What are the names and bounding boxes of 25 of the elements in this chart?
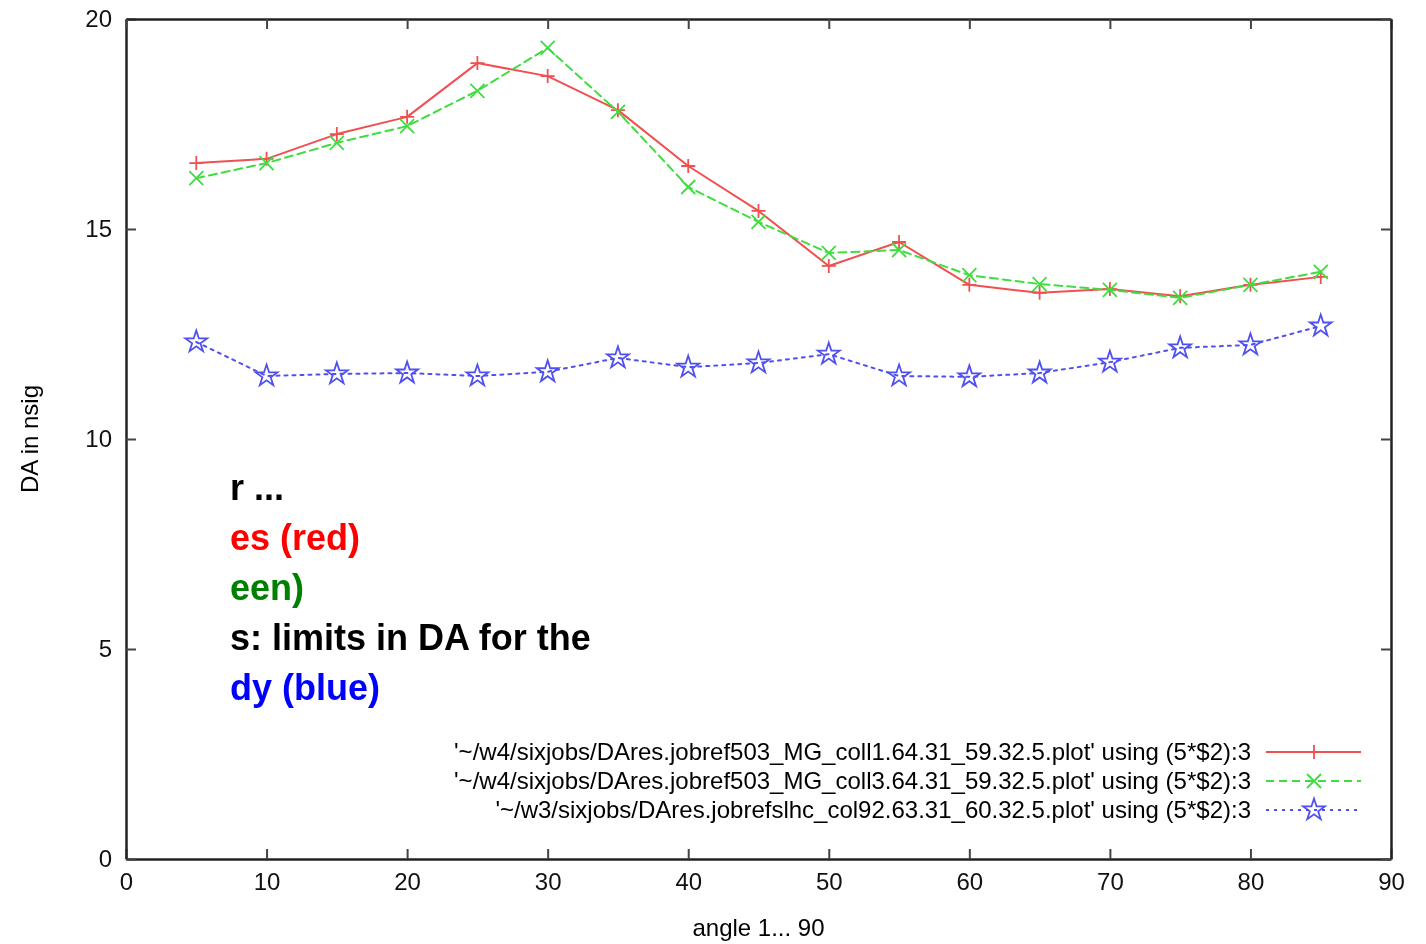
annotation: s: limits in DA for the	[230, 617, 591, 658]
annotation: een)	[230, 567, 305, 608]
annotation: dy (blue)	[230, 667, 380, 708]
x-tick-label: 70	[1097, 868, 1124, 896]
x-tick-label: 40	[675, 868, 703, 896]
legend-label: '~/w3/sixjobs/DAres.jobrefslhc_col92.63.31_60.32.5.plot' using (5*$2):3	[495, 796, 1251, 824]
annotation: r ...	[230, 467, 285, 508]
legend-label: '~/w4/sixjobs/DAres.jobref503_MG_coll1.64.31_59.32.5.plot' using (5*$2):3	[454, 738, 1251, 766]
x-tick-label: 20	[394, 868, 421, 896]
x-tick-label: 0	[119, 868, 134, 896]
y-tick-label: 15	[85, 215, 112, 243]
x-tick-label: 80	[1237, 868, 1265, 896]
y-tick-label: 20	[85, 5, 112, 33]
annotation: es (red)	[230, 517, 361, 558]
x-tick-label: 90	[1378, 868, 1405, 896]
x-tick-label: 30	[534, 868, 562, 896]
y-axis-title: DA in nsig	[16, 384, 43, 494]
x-tick-label: 10	[253, 868, 281, 896]
y-tick-label: 10	[85, 425, 112, 453]
x-axis-title: angle 1... 90	[692, 914, 825, 941]
x-tick-label: 60	[956, 868, 984, 896]
x-tick-label: 50	[815, 868, 843, 896]
y-tick-label: 5	[98, 635, 112, 663]
legend-label: '~/w4/sixjobs/DAres.jobref503_MG_coll3.64.31_59.32.5.plot' using (5*$2):3	[454, 767, 1251, 795]
y-tick-label: 0	[98, 845, 112, 873]
